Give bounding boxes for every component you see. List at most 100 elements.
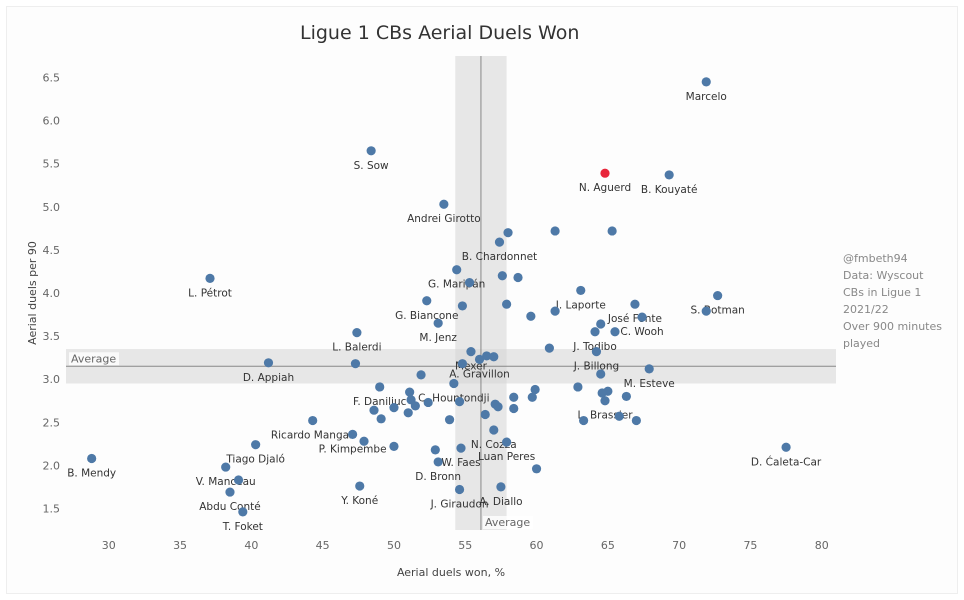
data-point: [621, 391, 631, 402]
data-point: [489, 352, 499, 362]
credit-scope: CBs in Ligue 1: [843, 286, 922, 299]
data-point: [439, 199, 449, 209]
data-point: [573, 382, 583, 392]
point-label: C. Wooh: [620, 326, 663, 338]
point-label: Y. Koné: [340, 495, 378, 507]
data-point: [713, 290, 723, 301]
y-tick-label: 4.0: [43, 287, 61, 300]
data-point: [389, 441, 399, 452]
data-point: [631, 415, 641, 426]
data-point: [489, 425, 499, 435]
data-point: [225, 487, 235, 497]
data-point: [637, 312, 647, 322]
x-tick-label: 75: [743, 539, 757, 552]
x-tick-label: 45: [316, 539, 330, 552]
credit-minutes: Over 900 minutes: [843, 320, 942, 333]
point-label: S. Sow: [354, 160, 389, 172]
point-label: D. Ćaleta-Car: [751, 455, 822, 468]
point-label: B. Mendy: [67, 467, 116, 479]
data-point: [444, 415, 455, 425]
x-axis-label: Aerial duels won, %: [397, 566, 505, 579]
x-tick-label: 65: [601, 539, 615, 552]
data-point: [701, 77, 711, 87]
y-tick-label: 5.5: [43, 158, 61, 171]
x-tick-label: 70: [672, 539, 686, 552]
point-label: B. Chardonnet: [462, 251, 537, 263]
data-point: [375, 382, 385, 392]
data-point: [233, 475, 244, 485]
credit-minutes-cont: played: [843, 337, 881, 350]
data-point: [457, 359, 468, 369]
data-point: [527, 392, 537, 402]
point-label: Andrei Girotto: [407, 213, 481, 225]
data-point: [600, 396, 610, 406]
data-point: [352, 328, 362, 338]
data-point: [454, 396, 465, 407]
data-point: [456, 443, 466, 453]
data-point: [359, 436, 369, 446]
point-label: F. Daniliuc: [353, 396, 407, 408]
data-point: [403, 408, 413, 418]
y-tick-label: 3.0: [43, 373, 61, 386]
data-point: [348, 429, 358, 439]
data-point: [480, 409, 490, 420]
point-label: P. Kimpembe: [319, 443, 387, 455]
data-point: [596, 319, 606, 329]
data-point: [502, 437, 512, 447]
data-point: [607, 226, 617, 236]
point-label: L. Pétrot: [188, 287, 232, 299]
data-point: [591, 347, 602, 357]
point-label: G. Biancone: [395, 310, 458, 322]
data-point: [350, 359, 361, 369]
data-point: [263, 358, 274, 368]
data-point: [630, 299, 640, 309]
credit-handle: @fmbeth94: [843, 252, 908, 265]
data-point: [513, 272, 523, 283]
credit-season: 2021/22: [843, 303, 889, 316]
point-label: Tiago Djaló: [225, 454, 285, 466]
data-point: [454, 484, 465, 495]
point-label: C. Hountondji: [418, 392, 489, 404]
point-label: J. Todibo: [572, 341, 617, 353]
data-point: [355, 481, 365, 491]
y-tick-label: 4.5: [43, 244, 61, 257]
point-label: D. Bronn: [415, 471, 461, 483]
point-label: Luan Peres: [478, 451, 535, 463]
data-point: [410, 401, 420, 411]
data-point: [466, 347, 476, 357]
data-point: [389, 403, 399, 413]
point-label: G. Maripán: [428, 279, 485, 291]
x-tick-label: 30: [102, 539, 116, 552]
data-point: [503, 228, 513, 238]
point-label: Abdu Conté: [199, 501, 261, 513]
point-label: J. Laporte: [555, 299, 606, 311]
data-point: [221, 462, 231, 472]
point-label: S. Botman: [690, 305, 744, 317]
data-point: [308, 415, 318, 426]
data-point: [238, 507, 248, 517]
point-label: Marcelo: [686, 91, 727, 103]
data-point: [530, 384, 540, 395]
highlighted-point: [600, 168, 610, 178]
data-point: [644, 364, 654, 374]
point-label: A. Diallo: [479, 496, 522, 508]
data-point: [366, 146, 376, 156]
data-point: [416, 370, 426, 380]
point-label: V. Manceau: [196, 476, 256, 488]
point-label: J. Billong: [573, 361, 619, 373]
x-average-label-bg: [482, 516, 533, 529]
point-label: W. Faes: [441, 457, 480, 469]
point-label: M. Jenz: [419, 332, 457, 344]
point-label: B. Kouyaté: [641, 184, 698, 196]
point-label: M. Esteve: [624, 378, 675, 390]
data-point: [576, 285, 586, 296]
data-point: [590, 327, 600, 337]
data-point: [493, 402, 503, 412]
data-point: [496, 482, 506, 492]
x-tick-label: 60: [530, 539, 544, 552]
data-point: [781, 442, 791, 452]
data-point: [369, 405, 379, 415]
data-point: [433, 457, 443, 467]
data-point: [494, 237, 505, 247]
